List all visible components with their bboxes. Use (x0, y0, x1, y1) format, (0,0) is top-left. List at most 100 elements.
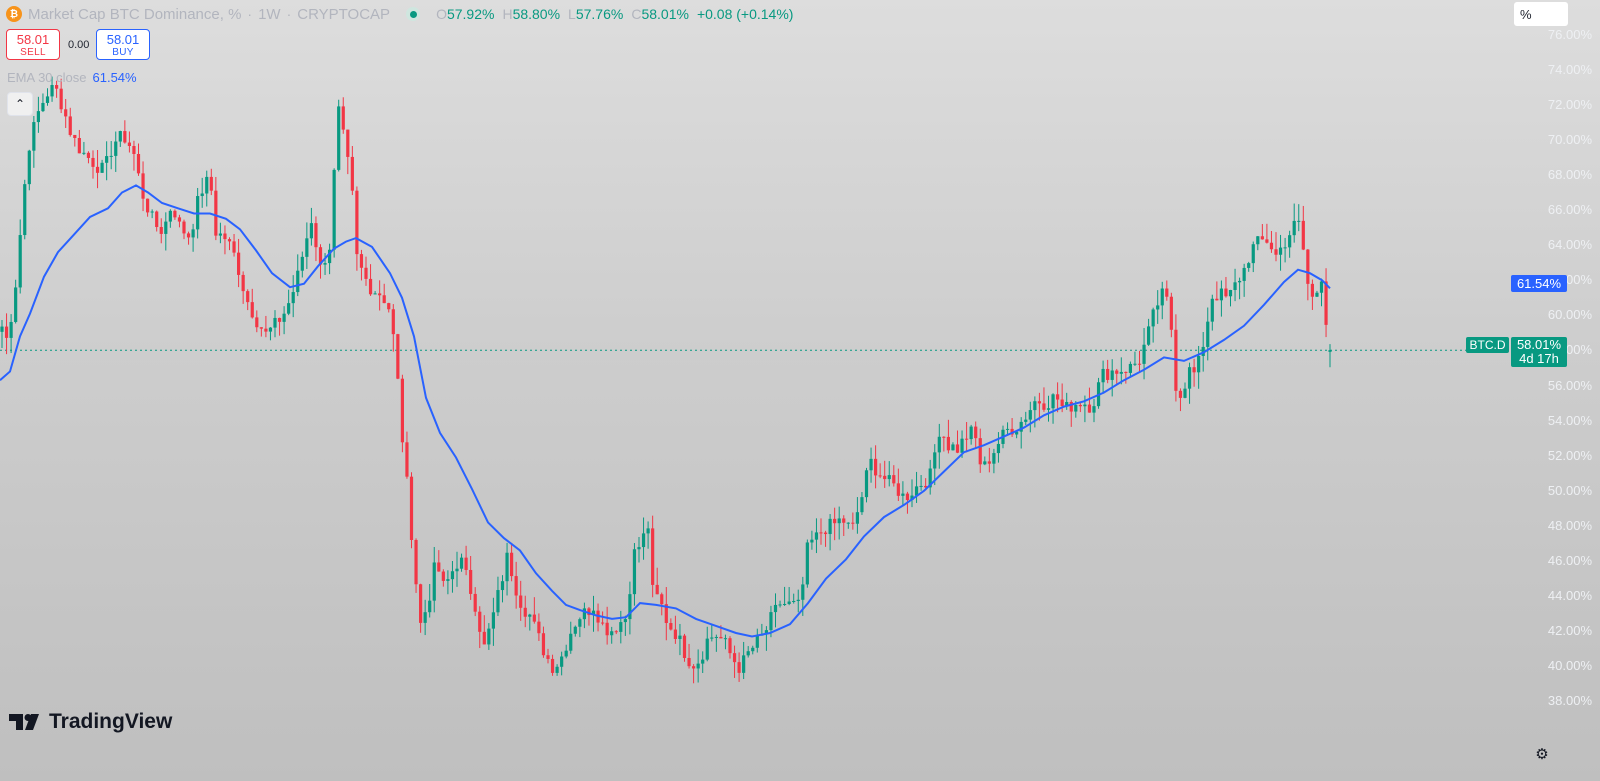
indicator-legend[interactable]: EMA 30 close 61.54% (7, 70, 137, 85)
chart-legend: ₿ Market Cap BTC Dominance, % · 1W · CRY… (6, 4, 793, 24)
candle-body (391, 309, 395, 335)
candle-body (651, 528, 655, 585)
candle-body (141, 173, 145, 199)
candle-body (924, 485, 928, 488)
candle-body (1247, 263, 1251, 268)
candle-body (164, 221, 168, 234)
candle-body (419, 584, 423, 623)
candle-body (1156, 305, 1160, 310)
candle-body (309, 223, 313, 239)
candle-body (605, 622, 609, 636)
buy-price: 58.01 (106, 32, 140, 47)
candle-body (855, 512, 859, 524)
candle-body (614, 631, 618, 633)
candle-body (951, 444, 955, 451)
candle-body (933, 452, 937, 469)
candle-body (237, 252, 241, 275)
candle-body (892, 475, 896, 484)
candle-body (491, 612, 495, 629)
candle-body (965, 438, 969, 440)
candle-body (987, 461, 991, 464)
candle-body (655, 584, 659, 595)
open-value: 57.92% (446, 6, 495, 22)
candle-body (409, 476, 414, 540)
candle-body (146, 198, 150, 213)
candle-body (359, 254, 364, 268)
y-tick-label: 50.00% (1547, 482, 1592, 498)
candle-body (696, 663, 700, 669)
candle-body (710, 637, 714, 639)
candle-body (1233, 282, 1237, 290)
candle-body (268, 327, 273, 332)
candle-body (828, 518, 832, 535)
candle-body (1137, 363, 1142, 365)
candle-body (1210, 298, 1214, 322)
candle-body (482, 631, 486, 645)
candle-body (469, 569, 473, 594)
candle-body (1151, 309, 1155, 327)
candle-body (669, 623, 673, 630)
candle-body (1069, 401, 1073, 412)
candle-body (978, 438, 982, 465)
candle-body (742, 655, 746, 673)
candle-body (1005, 428, 1010, 430)
candle-body (587, 608, 591, 616)
close-key: C (631, 6, 642, 22)
bar-countdown: 4d 17h (1519, 351, 1559, 366)
candle-body (1051, 394, 1055, 409)
candle-body (132, 145, 136, 154)
candle-body (273, 317, 277, 328)
candle-body (837, 518, 841, 524)
brand-name: TradingView (49, 710, 173, 733)
ohlc-values: O57.92% H58.80% L57.76% C58.01% +0.08 (+… (436, 6, 793, 22)
candle-body (1228, 289, 1233, 297)
candle-body (992, 453, 996, 464)
candle-body (464, 557, 468, 570)
candle-body (500, 581, 505, 591)
candle-body (582, 608, 586, 620)
candle-body (1219, 288, 1223, 301)
candle-body (632, 549, 637, 595)
candle-body (1019, 421, 1023, 432)
candle-body (723, 638, 728, 640)
candle-body (778, 604, 782, 606)
candle-body (1256, 236, 1260, 245)
candle-body (746, 651, 750, 656)
candle-body (400, 378, 404, 443)
symbol-title[interactable]: Market Cap BTC Dominance, % (28, 5, 242, 23)
candle-body (209, 176, 213, 191)
candle-body (68, 116, 72, 135)
candle-body (318, 247, 323, 265)
candle-body (1119, 371, 1123, 374)
candle-body (155, 211, 159, 228)
tradingview-logo[interactable]: TradingView (9, 710, 172, 734)
candle-body (1328, 350, 1332, 352)
candle-body (95, 166, 100, 173)
buy-button[interactable]: 58.01 BUY (96, 29, 150, 60)
collapse-legend-button[interactable]: ⌃ (7, 92, 33, 116)
candle-body (823, 532, 828, 535)
spread-value: 0.00 (68, 38, 90, 51)
candle-body (851, 522, 855, 524)
indicator-name: EMA 30 close (7, 70, 87, 85)
unit-selector[interactable]: % (1514, 2, 1568, 26)
candle-body (373, 293, 377, 295)
candle-body (1060, 399, 1064, 406)
market-status-icon[interactable] (406, 7, 421, 21)
candle-body (1260, 236, 1264, 240)
candle-body (1124, 371, 1128, 373)
candle-body (1165, 288, 1169, 297)
gear-icon[interactable]: ⚙ (1535, 746, 1549, 763)
candle-body (564, 650, 568, 657)
candle-body (246, 291, 250, 303)
candle-body (200, 193, 204, 197)
candle-body (382, 295, 386, 304)
sell-button[interactable]: 58.01 SELL (6, 29, 60, 60)
candle-body (887, 475, 891, 480)
high-key: H (502, 6, 513, 22)
exchange-label[interactable]: CRYPTOCAP (297, 5, 391, 23)
interval-label[interactable]: 1W (258, 5, 281, 23)
candle-body (1292, 220, 1296, 236)
candle-body (705, 638, 709, 660)
